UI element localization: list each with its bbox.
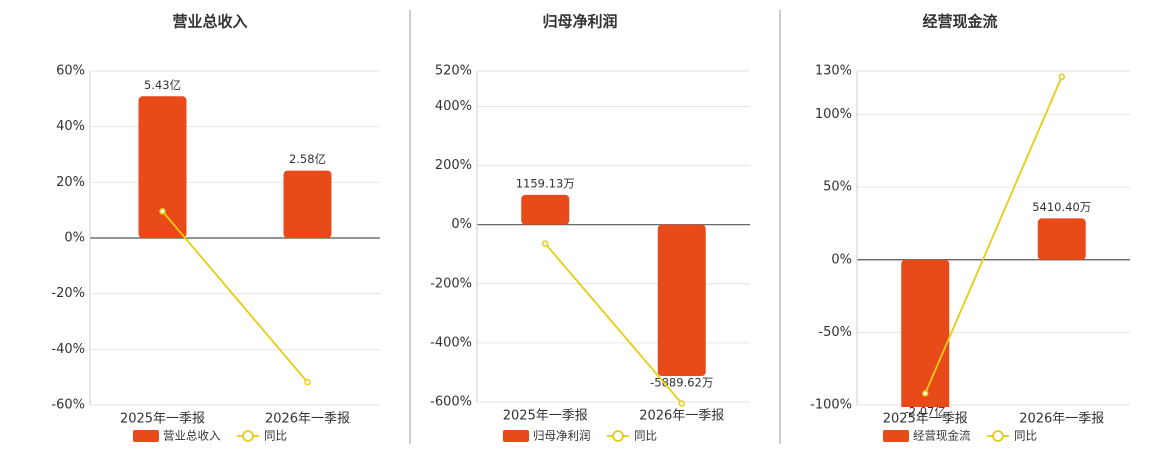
- chart-title: 经营现金流: [922, 13, 997, 31]
- bar: [1037, 218, 1086, 260]
- y-tick-label: 200%: [435, 158, 472, 173]
- bar: [138, 96, 187, 238]
- y-tick-label: 0%: [64, 231, 85, 246]
- value-label: 5410.40万: [1032, 200, 1091, 214]
- y-tick-label: -600%: [430, 395, 472, 410]
- legend-marker: [612, 430, 624, 442]
- legend-label: 同比: [634, 429, 657, 443]
- y-tick-label: -60%: [51, 398, 85, 413]
- legend-label: 归母净利润: [533, 429, 591, 443]
- legend-label: 同比: [1014, 429, 1037, 443]
- bar: [521, 194, 570, 225]
- yoy-line: [924, 76, 1063, 394]
- y-tick-label: 40%: [56, 119, 85, 134]
- yoy-point: [542, 240, 549, 247]
- y-tick-label: -50%: [818, 325, 852, 340]
- yoy-line: [544, 243, 683, 405]
- yoy-point: [1058, 73, 1065, 81]
- x-tick-label: 2026年一季报: [1019, 412, 1104, 427]
- legend-swatch: [883, 430, 909, 442]
- legend-marker: [242, 430, 254, 442]
- x-tick-label: 2026年一季报: [639, 409, 724, 424]
- value-label: 1159.13万: [516, 176, 575, 190]
- value-label: -2.07亿: [905, 405, 946, 419]
- bar: [283, 170, 332, 238]
- y-tick-label: 130%: [815, 64, 852, 79]
- x-tick-label: 2026年一季报: [265, 412, 350, 427]
- yoy-point: [304, 378, 311, 386]
- bar: [901, 259, 950, 407]
- y-tick-label: 100%: [815, 107, 852, 122]
- y-tick-label: 20%: [56, 175, 85, 190]
- y-tick-label: -20%: [51, 286, 85, 301]
- y-tick-label: 50%: [823, 180, 852, 195]
- y-tick-label: -40%: [51, 342, 85, 357]
- x-tick-label: 2025年一季报: [503, 409, 588, 424]
- chart-title: 营业总收入: [172, 13, 247, 31]
- value-label: 5.43亿: [144, 78, 181, 92]
- legend-marker: [992, 430, 1004, 442]
- bar: [657, 224, 706, 377]
- y-tick-label: -200%: [430, 276, 472, 291]
- y-tick-label: -400%: [430, 335, 472, 350]
- yoy-line: [161, 210, 309, 383]
- legend-label: 营业总收入: [163, 429, 221, 443]
- y-tick-label: 0%: [831, 252, 852, 267]
- yoy-point: [159, 208, 166, 215]
- legend-label: 经营现金流: [913, 429, 971, 443]
- value-label: 2.58亿: [289, 152, 326, 166]
- x-tick-label: 2025年一季报: [120, 412, 205, 427]
- yoy-point: [678, 400, 685, 407]
- y-tick-label: 400%: [435, 99, 472, 114]
- yoy-point: [922, 390, 929, 397]
- legend-swatch: [133, 430, 159, 442]
- legend-label: 同比: [264, 429, 287, 443]
- y-tick-label: -100%: [810, 398, 852, 413]
- y-tick-label: 520%: [435, 64, 472, 79]
- x-tick-label: 2025年一季报: [883, 412, 968, 427]
- chart-title: 归母净利润: [542, 13, 617, 31]
- y-tick-label: 0%: [451, 217, 472, 232]
- y-tick-label: 60%: [56, 64, 85, 79]
- legend-swatch: [503, 430, 529, 442]
